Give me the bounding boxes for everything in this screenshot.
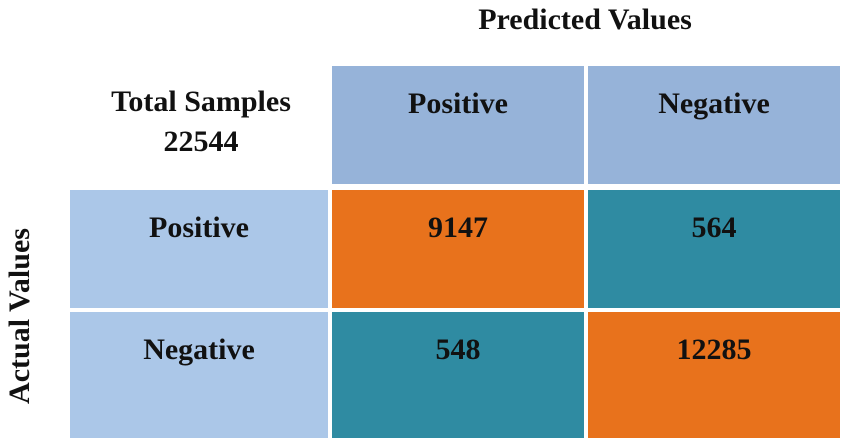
- predicted-values-title: Predicted Values: [478, 3, 692, 36]
- cell-false-negative: 564: [588, 190, 840, 308]
- row-header-positive: Positive: [70, 190, 328, 308]
- total-samples-label: Total Samples 22544: [70, 68, 332, 186]
- column-header-negative: Negative: [588, 66, 840, 184]
- column-header-positive: Positive: [332, 66, 584, 184]
- cell-true-positive: 9147: [332, 190, 584, 308]
- cell-false-positive: 548: [332, 312, 584, 438]
- total-samples-text: Total Samples: [111, 85, 291, 118]
- row-header-negative: Negative: [70, 312, 328, 438]
- total-samples-count: 22544: [163, 125, 239, 158]
- actual-values-title: Actual Values: [3, 228, 36, 404]
- cell-true-negative: 12285: [588, 312, 840, 438]
